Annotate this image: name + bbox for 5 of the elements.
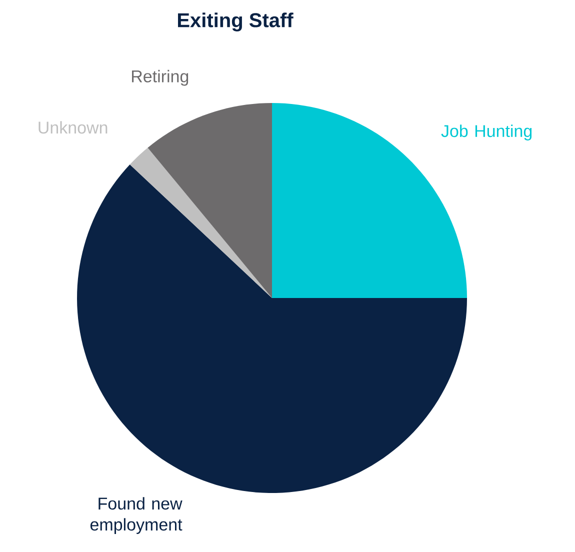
chart-title: Exiting Staff (178, 12, 294, 32)
slice-label: Job Hunting (441, 124, 532, 140)
slice-label: Retiring (132, 70, 188, 86)
slice-label: Found new employment (90, 497, 182, 534)
slice-label: Unknown (38, 121, 108, 134)
